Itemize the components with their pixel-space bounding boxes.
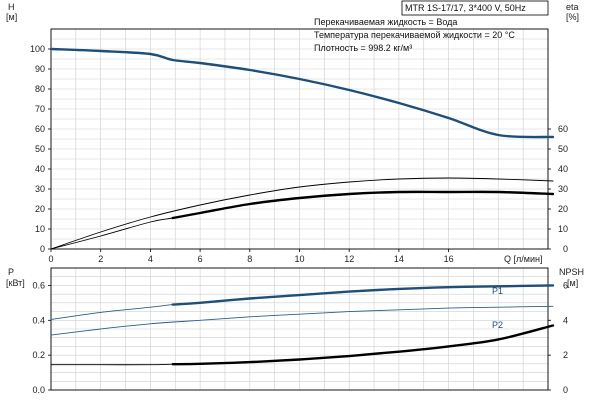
info-density: Плотность = 998.2 кг/м³ xyxy=(314,43,412,53)
x-tick-label: 2 xyxy=(98,254,103,264)
upper-left-tick-label: 90 xyxy=(35,64,45,74)
upper-left-tick-label: 70 xyxy=(35,104,45,114)
lower-grid xyxy=(50,267,549,391)
upper-left-tick-label: 20 xyxy=(35,204,45,214)
upper-right-tick-label: 10 xyxy=(558,224,568,234)
info-temperature: Температура перекачиваемой жидкости = 20… xyxy=(314,30,515,40)
series-npsh-thick-line xyxy=(171,324,555,366)
x-tick-label: 12 xyxy=(344,254,354,264)
lower-left-axis-title: P xyxy=(8,267,14,277)
lower-right-tick-label: 4 xyxy=(563,315,568,325)
pump-title: MTR 1S-17/17, 3*400 V, 50Hz xyxy=(405,3,526,13)
lower-right-tick-label: 6 xyxy=(563,280,568,290)
series-eta-op-thick-line xyxy=(171,190,555,220)
upper-left-tick-label: 10 xyxy=(35,224,45,234)
upper-left-tick-label: 30 xyxy=(35,184,45,194)
upper-left-tick-label: 100 xyxy=(30,44,45,54)
x-tick-label: 6 xyxy=(198,254,203,264)
upper-left-tick-label: 60 xyxy=(35,124,45,134)
lower-frame xyxy=(50,267,549,391)
x-axis-title: Q [л/мин] xyxy=(504,254,542,264)
x-tick-label: 10 xyxy=(294,254,304,264)
upper-right-tick-label: 20 xyxy=(558,204,568,214)
title-box xyxy=(401,0,549,16)
upper-grid xyxy=(50,28,549,250)
lower-left-tick-label: 0.0 xyxy=(32,385,45,395)
lower-left-tick-label: 0.4 xyxy=(32,315,45,325)
series-p1-thick-line xyxy=(171,284,555,306)
series-h-line xyxy=(49,47,555,139)
info-fluid: Перекачиваемая жидкость = Вода xyxy=(314,17,457,27)
upper-right-tick-label: 30 xyxy=(558,184,568,194)
x-tick-label: 16 xyxy=(444,254,454,264)
upper-left-tick-label: 40 xyxy=(35,164,45,174)
series-eta-full-line xyxy=(50,177,554,250)
upper-left-tick-label: 80 xyxy=(35,84,45,94)
x-tick-label: 8 xyxy=(247,254,252,264)
series-label-p2: P2 xyxy=(492,320,503,330)
upper-right-tick-label: 0 xyxy=(563,244,568,254)
x-tick-label: 4 xyxy=(148,254,153,264)
lower-right-axis-title: NPSH xyxy=(559,267,584,277)
lower-right-axis-unit: [м] xyxy=(567,278,578,288)
upper-left-axis-title: H xyxy=(8,2,15,12)
x-tick-label: 0 xyxy=(48,254,53,264)
upper-left-tick-label: 0 xyxy=(40,244,45,254)
upper-left-tick-label: 50 xyxy=(35,144,45,154)
upper-right-tick-label: 50 xyxy=(558,144,568,154)
lower-left-tick-label: 0.2 xyxy=(32,350,45,360)
curves xyxy=(49,47,555,366)
series-p2-line xyxy=(50,305,554,336)
upper-right-tick-label: 60 xyxy=(558,124,568,134)
upper-right-axis-title: eta xyxy=(566,2,579,12)
series-eta-op-line xyxy=(50,191,554,250)
upper-left-axis-unit: [м] xyxy=(6,12,17,22)
upper-right-tick-label: 40 xyxy=(558,164,568,174)
upper-right-axis-unit: [%] xyxy=(566,12,579,22)
lower-left-tick-label: 0.6 xyxy=(32,280,45,290)
lower-right-tick-label: 0 xyxy=(563,385,568,395)
x-tick-label: 14 xyxy=(394,254,404,264)
lower-right-tick-label: 2 xyxy=(563,350,568,360)
lower-left-axis-unit: [кВт] xyxy=(6,278,25,288)
series-label-p1: P1 xyxy=(492,286,503,296)
